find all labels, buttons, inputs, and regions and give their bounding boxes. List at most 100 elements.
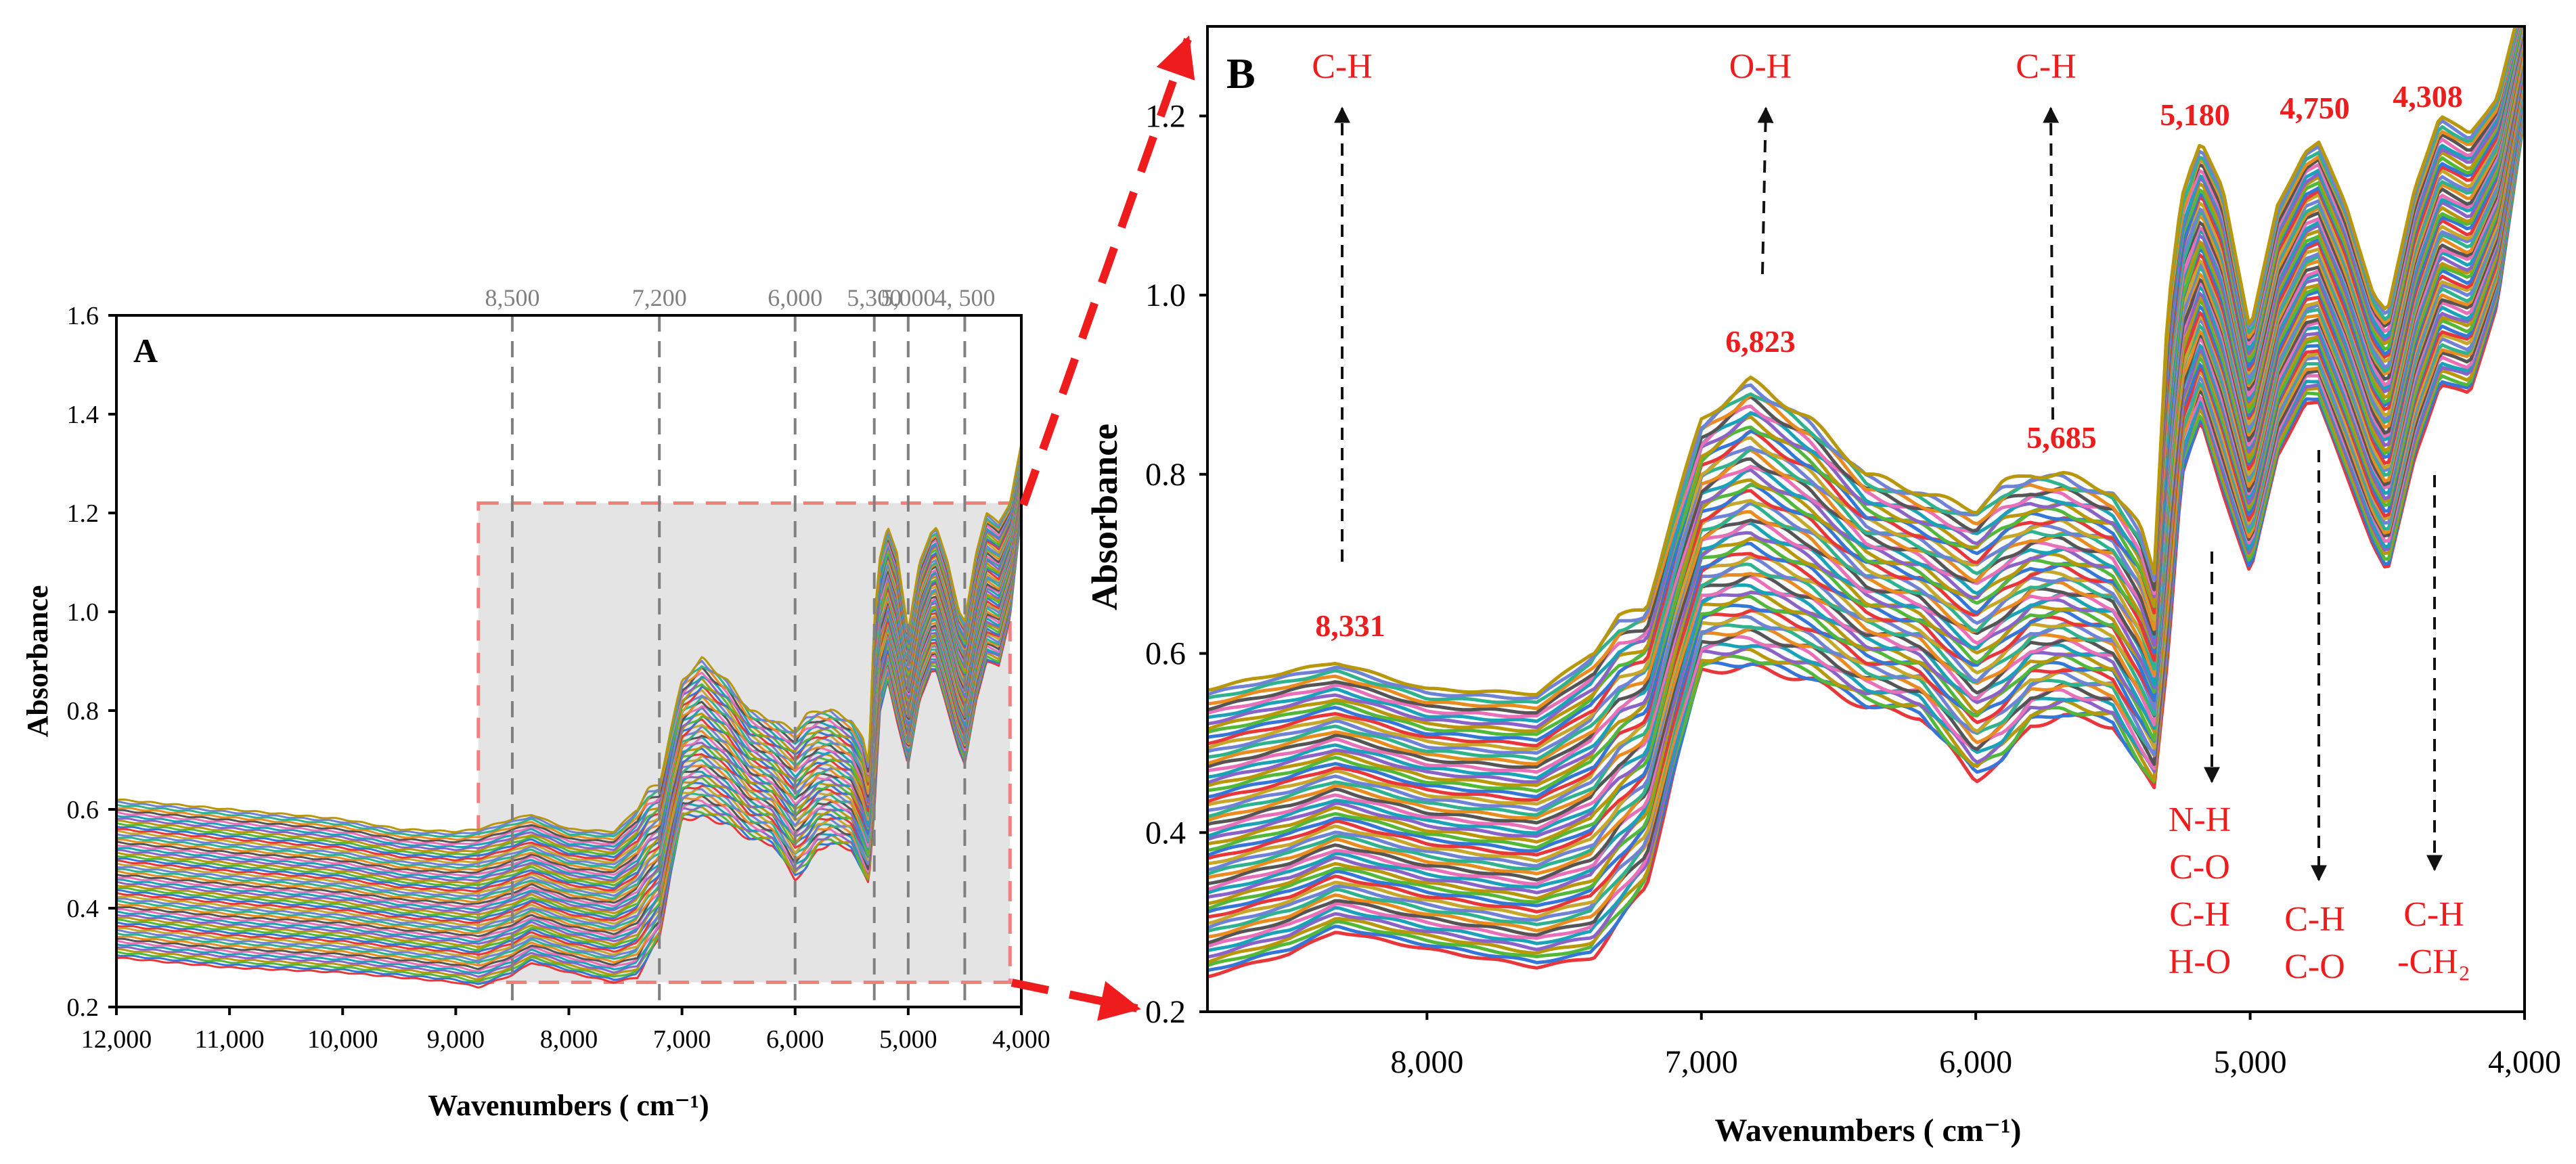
bond-label-ho: H-O: [2169, 943, 2231, 981]
panel-b-spectrum-line: [1207, 74, 2525, 880]
panel-b-spectrum-line: [1207, 26, 2525, 774]
reference-line-label: 7,200: [632, 284, 687, 311]
y-tick-label: 1.6: [67, 302, 99, 330]
panel-b-spectrum-line: [1207, 42, 2525, 807]
reference-line-label: 6,000: [768, 284, 822, 311]
y-tick-label: 0.2: [1145, 994, 1186, 1030]
bond-label-co-1: C-O: [2169, 848, 2230, 887]
panel-a-spectra: [116, 446, 1021, 989]
panel-b-spectrum-line: [1207, 26, 2517, 696]
x-tick-label: 5,000: [2214, 1044, 2287, 1080]
panel-b-spectrum-line: [1207, 97, 2525, 933]
x-tick-label: 10,000: [307, 1025, 378, 1054]
bond-label-ch-2: C-H: [2284, 900, 2345, 939]
peak-label-4308: 4,308: [2393, 79, 2463, 114]
panel-b-spectrum-line: [1207, 26, 2521, 723]
x-tick-label: 6,000: [1939, 1044, 2012, 1080]
arrow-up-5685: [2043, 106, 2060, 420]
x-tick-label: 5,000: [879, 1025, 937, 1054]
panel-b-spectrum-line: [1207, 27, 2525, 780]
panel-b-spectrum-line: [1207, 59, 2525, 852]
panel-a-label: A: [133, 332, 158, 370]
panel-b-spectrum-line: [1207, 33, 2525, 788]
panel-b-spectrum-line: [1207, 26, 2523, 737]
panel-b-spectrum-line: [1207, 82, 2525, 899]
panel-a-x-axis-title: Wavenumbers ( cm⁻¹): [428, 1089, 709, 1122]
panel-b: 8,000 7,000 6,000 5,000 4,000 0.2 0.4 0.6 0.8 1.…: [1084, 25, 2561, 1148]
panel-b-spectrum-line: [1207, 97, 2525, 939]
panel-b-spectrum-line: [1207, 26, 2519, 704]
panel-a-spectrum-line: [116, 446, 1021, 834]
panel-b-spectrum-line: [1207, 43, 2525, 812]
panel-b-spectrum-line: [1207, 89, 2525, 919]
panel-b-spectrum-line: [1207, 81, 2525, 895]
reference-line-label: 4, 500: [934, 284, 995, 311]
y-tick-label: 0.6: [67, 796, 99, 824]
y-tick-label: 0.4: [1145, 815, 1186, 851]
reference-line-label: 5,300: [847, 284, 902, 311]
bond-label-ch-8331: C-H: [1312, 47, 1373, 86]
y-tick-label: 1.2: [67, 499, 99, 528]
zoom-connectors: [1011, 35, 1195, 1021]
panel-b-spectrum-line: [1207, 26, 2525, 755]
y-tick-label: 0.2: [67, 993, 99, 1022]
panel-b-spectrum-line: [1207, 51, 2525, 832]
x-tick-label: 6,000: [766, 1025, 824, 1054]
panel-b-spectrum-line: [1207, 66, 2525, 866]
panel-b-spectra: [1207, 26, 2525, 979]
y-tick-label: 0.4: [67, 895, 99, 923]
panel-b-y-axis: 0.2 0.4 0.6 0.8 1.0 1.2: [1145, 98, 1207, 1030]
bond-label-ch-3: C-H: [2403, 895, 2464, 934]
y-tick-label: 0.6: [1145, 636, 1186, 672]
y-tick-label: 1.4: [67, 401, 99, 429]
panel-b-plot-frame: [1206, 25, 2526, 1013]
panel-b-spectrum-line: [1207, 57, 2525, 841]
x-tick-label: 4,000: [992, 1025, 1050, 1054]
panel-b-spectrum-line: [1207, 26, 2519, 711]
panel-b-spectrum-line: [1207, 26, 2525, 761]
x-tick-label: 8,000: [1390, 1044, 1463, 1080]
x-tick-label: 9,000: [427, 1025, 485, 1054]
peak-label-5685: 5,685: [2026, 420, 2097, 455]
peak-label-4750: 4,750: [2280, 91, 2350, 125]
bond-label-nh: N-H: [2169, 801, 2231, 839]
y-tick-label: 1.2: [1145, 98, 1186, 134]
panel-b-y-axis-title: Absorbance: [1084, 424, 1125, 610]
bond-label-co-2: C-O: [2284, 947, 2345, 986]
x-tick-label: 7,000: [1665, 1044, 1738, 1080]
zoom-connector-bottom: [1011, 979, 1141, 1021]
bond-label-oh-6823: O-H: [1729, 47, 1792, 86]
panel-b-label: B: [1226, 49, 1256, 97]
panel-b-spectrum-line: [1207, 26, 2521, 730]
reference-line-label: 5,000: [881, 284, 935, 311]
panel-a-y-axis-title: Absorbance: [21, 585, 54, 738]
peak-label-6823: 6,823: [1725, 324, 1796, 359]
zoom-connector-top: [1019, 35, 1195, 506]
x-tick-label: 11,000: [195, 1025, 265, 1054]
panel-b-spectrum-line: [1207, 74, 2525, 886]
reference-line-label: 8,500: [485, 284, 539, 311]
y-tick-label: 0.8: [67, 697, 99, 725]
bond-label-ch-5685: C-H: [2016, 47, 2077, 86]
x-tick-label: 4,000: [2488, 1044, 2561, 1080]
y-tick-label: 1.0: [67, 598, 99, 627]
x-tick-label: 12,000: [81, 1025, 152, 1054]
x-tick-label: 7,000: [653, 1025, 711, 1054]
panel-b-spectrum-line: [1207, 113, 2525, 972]
bond-label-ch-1: C-H: [2169, 895, 2230, 934]
panel-b-spectrum-line: [1207, 83, 2525, 905]
panel-b-spectrum-line: [1207, 35, 2525, 793]
panel-b-spectrum-line: [1207, 26, 2523, 742]
panel-b-spectrum-line: [1207, 112, 2525, 968]
x-tick-label: 8,000: [540, 1025, 598, 1054]
arrow-up-6823: [1757, 106, 1774, 275]
panel-a-y-axis: 0.2 0.4 0.6 0.8 1.0 1.2 1.4 1.6: [67, 302, 116, 1022]
peak-label-5180: 5,180: [2160, 97, 2230, 132]
bond-label-ch2: -CH₂: [2397, 943, 2470, 981]
panel-b-spectrum-line: [1207, 89, 2525, 914]
panel-b-spectrum-line: [1207, 105, 2525, 953]
panel-a-x-axis: 12,000 11,000 10,000 9,000 8,000 7,000 6,000 5,…: [81, 1007, 1050, 1054]
y-tick-label: 1.0: [1145, 277, 1186, 313]
